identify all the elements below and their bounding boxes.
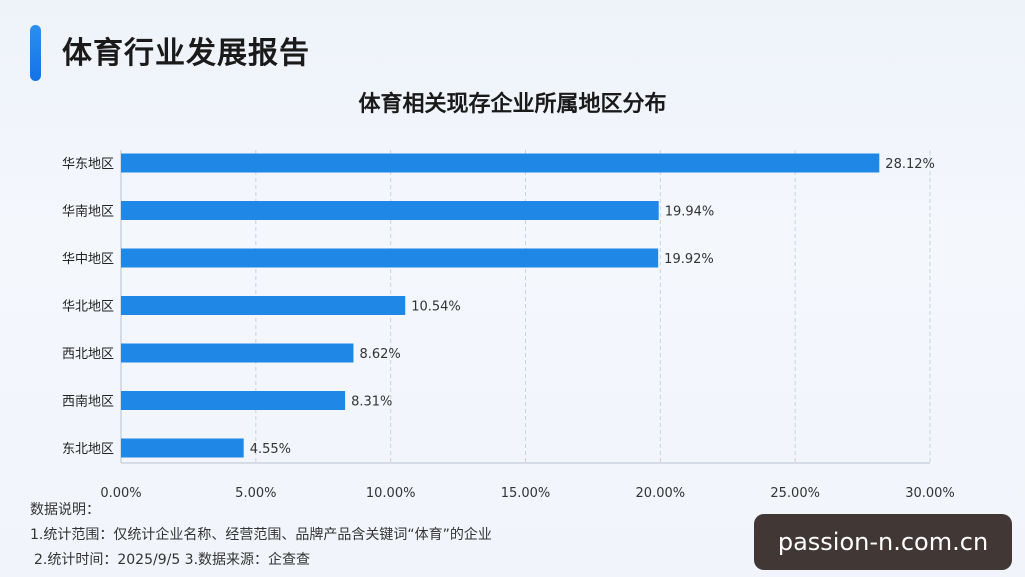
- category-label: 西南地区: [62, 394, 114, 410]
- bar: [121, 391, 346, 410]
- x-tick-label: 20.00%: [636, 486, 686, 501]
- category-label: 西北地区: [62, 347, 114, 362]
- value-label: 8.62%: [359, 347, 400, 362]
- report-title: 体育行业发展报告: [62, 36, 310, 71]
- category-label: 东北地区: [62, 442, 114, 457]
- bar: [121, 201, 659, 220]
- x-tick-label: 30.00%: [905, 486, 955, 501]
- bar: [121, 438, 244, 458]
- title-accent-bar: [30, 25, 41, 81]
- bar: [121, 296, 406, 315]
- category-label: 华北地区: [62, 300, 114, 315]
- value-label: 19.94%: [665, 205, 715, 220]
- category-label: 华东地区: [62, 157, 114, 172]
- watermark: passion-n.com.cn: [754, 514, 1012, 570]
- value-label: 28.12%: [885, 157, 935, 172]
- chart-title: 体育相关现存企业所属地区分布: [358, 92, 667, 117]
- value-label: 4.55%: [250, 442, 291, 457]
- bar: [121, 153, 880, 173]
- x-tick-label: 10.00%: [366, 486, 416, 501]
- category-label: 华中地区: [62, 252, 114, 267]
- x-tick-label: 0.00%: [100, 486, 141, 501]
- data-notes: 数据说明： 1.统计范围：仅统计企业名称、经营范围、品牌产品含关键词“体育”的企…: [30, 498, 492, 573]
- notes-line-2: 2.统计时间：2025/9/5 3.数据来源：企查查: [34, 552, 311, 568]
- value-label: 19.92%: [664, 252, 714, 267]
- x-tick-label: 15.00%: [501, 486, 551, 501]
- bar: [121, 248, 659, 268]
- notes-line-1: 1.统计范围：仅统计企业名称、经营范围、品牌产品含关键词“体育”的企业: [30, 527, 492, 543]
- x-tick-label: 25.00%: [770, 486, 820, 501]
- bar: [121, 343, 354, 363]
- value-label: 8.31%: [351, 395, 392, 410]
- value-label: 10.54%: [411, 300, 461, 315]
- x-tick-label: 5.00%: [235, 486, 276, 501]
- notes-heading: 数据说明：: [30, 502, 100, 518]
- category-label: 华南地区: [62, 204, 114, 220]
